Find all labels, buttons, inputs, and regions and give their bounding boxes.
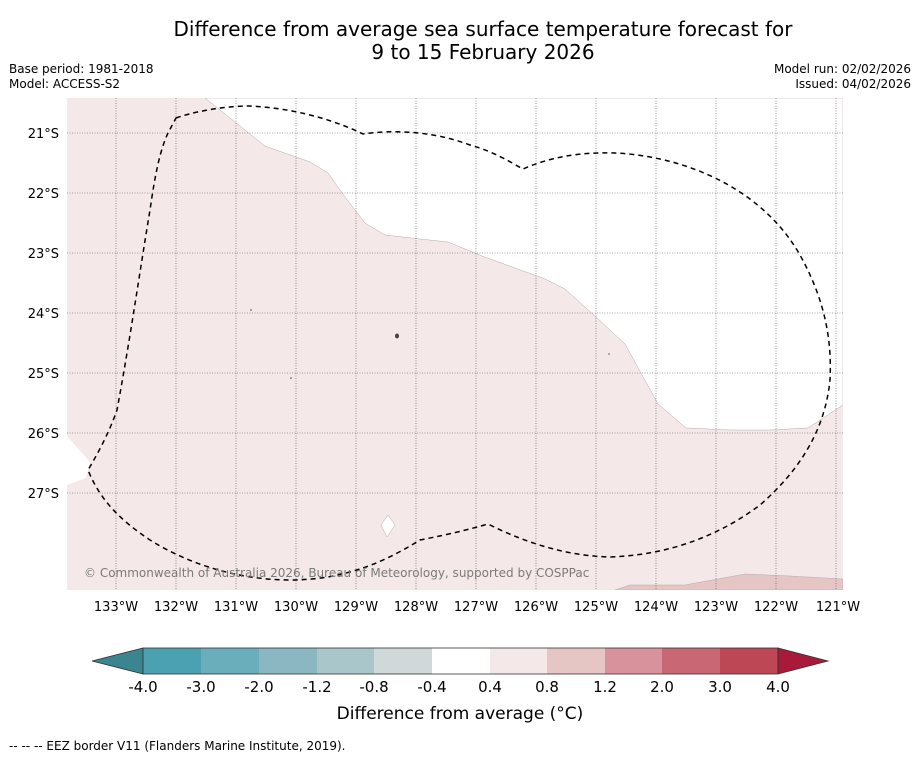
lat-label: 26°S [28,427,59,442]
colorbar-segment [432,648,490,674]
island-marker [608,353,610,355]
colorbar-tick: -3.0 [186,678,215,696]
title-line-1: Difference from average sea surface temp… [173,17,793,41]
model-name: Model: ACCESS-S2 [9,77,121,91]
colorbar-tick: 3.0 [708,678,732,696]
meta-left: Base period: 1981-2018 Model: ACCESS-S2 [9,62,154,92]
lon-label: 125°W [574,600,618,615]
colorbar-segment [547,648,605,674]
warm-band [614,573,843,590]
lon-label: 122°W [754,600,798,615]
colorbar-segment [662,648,720,674]
colorbar-tick: -0.8 [359,678,388,696]
lon-label: 129°W [334,600,378,615]
lat-label: 24°S [28,307,59,322]
title-line-2: 9 to 15 February 2026 [371,40,595,64]
colorbar-segment [143,648,201,674]
colorbar-segment [201,648,259,674]
colorbar [91,647,830,675]
colorbar-tick: -2.0 [244,678,273,696]
lat-label: 22°S [28,187,59,202]
eez-border [87,105,832,581]
colorbar-tick: 4.0 [766,678,790,696]
lon-label: 124°W [634,600,678,615]
lon-label: 128°W [394,600,438,615]
colorbar-tick: -1.2 [302,678,331,696]
copyright-text: © Commonwealth of Australia 2026, Bureau… [84,566,589,580]
colorbar-tick: 1.2 [593,678,617,696]
lon-label: 131°W [214,600,258,615]
colorbar-tick: 0.8 [535,678,559,696]
colorbar-label: Difference from average (°C) [336,704,584,724]
colorbar-segment [490,648,547,674]
colorbar-segment [317,648,374,674]
colorbar-min-arrow [91,647,144,675]
colorbar-max-arrow [777,647,830,675]
longitude-labels: 133°W 132°W 131°W 130°W 129°W 128°W 127°… [94,600,860,615]
colorbar-tick: 0.4 [478,678,502,696]
base-period: Base period: 1981-2018 [9,62,154,76]
lat-label: 27°S [28,487,59,502]
colorbar-frame [142,647,779,675]
island-marker [395,333,399,339]
small-white-patch [380,514,396,538]
colorbar-ticks: -4.0 -3.0 -2.0 -1.2 -0.8 -0.4 0.4 0.8 1.… [128,678,790,696]
grid-lines [67,98,843,590]
lon-label: 123°W [694,600,738,615]
island-marker [290,377,292,379]
lower-left-white [67,436,90,485]
colorbar-segment [720,648,778,674]
near-average-region [204,98,843,431]
lon-label: 121°W [816,600,860,615]
lon-label: 132°W [154,600,198,615]
issued-date: Issued: 04/02/2026 [795,77,911,91]
colorbar-tick: 2.0 [650,678,674,696]
island-marker [250,309,252,311]
lon-label: 126°W [514,600,558,615]
colorbar-tick: -0.4 [417,678,446,696]
latitude-labels: 21°S 22°S 23°S 24°S 25°S 26°S 27°S [28,127,59,502]
lat-label: 21°S [28,127,59,142]
lon-label: 127°W [454,600,498,615]
lat-label: 23°S [28,247,59,262]
lat-label: 25°S [28,367,59,382]
model-run: Model run: 02/02/2026 [773,62,911,76]
eez-footnote: -- -- -- EEZ border V11 (Flanders Marine… [9,739,346,753]
lon-label: 130°W [274,600,318,615]
colorbar-segment [605,648,662,674]
colorbar-segment [374,648,432,674]
colorbar-tick: -4.0 [128,678,157,696]
colorbar-segment [259,648,317,674]
map-area [67,98,843,590]
map-title: Difference from average sea surface temp… [0,18,919,64]
meta-right: Model run: 02/02/2026 Issued: 04/02/2026 [774,62,911,92]
lon-label: 133°W [94,600,138,615]
